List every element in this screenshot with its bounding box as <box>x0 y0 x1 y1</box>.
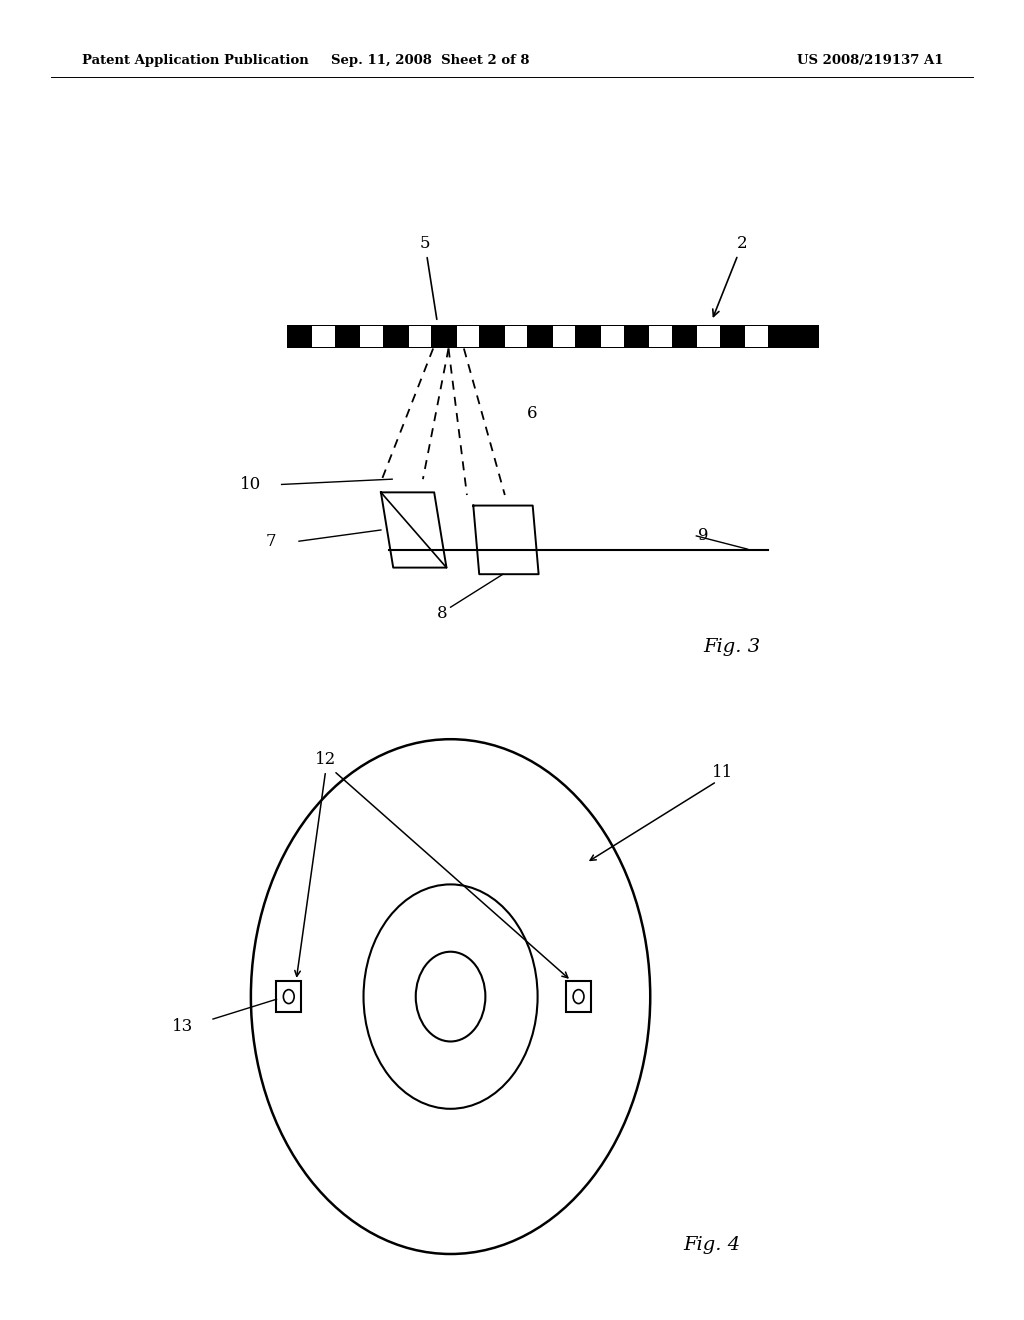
Bar <box>276 981 301 1012</box>
Text: 10: 10 <box>241 477 261 492</box>
Text: 11: 11 <box>712 764 733 780</box>
Circle shape <box>284 990 294 1003</box>
Circle shape <box>573 990 584 1003</box>
Text: 5: 5 <box>420 235 437 319</box>
Bar <box>360 326 383 347</box>
Text: 8: 8 <box>437 606 447 622</box>
Text: Fig. 3: Fig. 3 <box>703 638 761 656</box>
Text: Fig. 4: Fig. 4 <box>683 1236 740 1254</box>
Text: 2: 2 <box>713 235 748 317</box>
Text: Sep. 11, 2008  Sheet 2 of 8: Sep. 11, 2008 Sheet 2 of 8 <box>331 54 529 67</box>
Text: 13: 13 <box>172 1019 193 1035</box>
Bar <box>566 981 591 1012</box>
Text: 12: 12 <box>315 751 336 767</box>
Bar <box>457 326 479 347</box>
Bar <box>312 326 335 347</box>
Bar <box>505 326 527 347</box>
Text: 6: 6 <box>527 405 538 421</box>
Bar <box>553 326 575 347</box>
Text: 9: 9 <box>698 528 709 544</box>
Bar <box>697 326 720 347</box>
Bar <box>601 326 624 347</box>
Bar <box>287 325 819 348</box>
Bar <box>649 326 672 347</box>
Text: 7: 7 <box>266 533 276 549</box>
Bar <box>409 326 431 347</box>
Bar <box>745 326 768 347</box>
Text: Patent Application Publication: Patent Application Publication <box>82 54 308 67</box>
Text: US 2008/219137 A1: US 2008/219137 A1 <box>797 54 944 67</box>
